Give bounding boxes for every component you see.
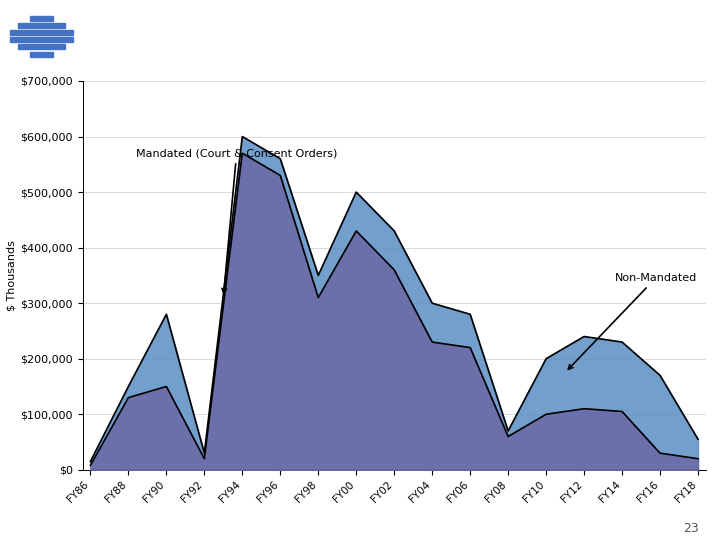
Bar (10, 30, 73, 35)
Bar (30, 16, 53, 21)
Text: Mandated (Court & Consent Orders): Mandated (Court & Consent Orders) (136, 148, 338, 293)
Bar (18, 23, 65, 28)
Bar (30, 52, 53, 57)
Bar (18, 44, 65, 50)
Y-axis label: $ Thousands: $ Thousands (6, 240, 17, 311)
Text: 23: 23 (683, 522, 698, 535)
Text: 80% Of Capital Spending Has Been Mandated: 80% Of Capital Spending Has Been Mandate… (104, 24, 639, 44)
Circle shape (6, 6, 76, 63)
Text: Non-Mandated: Non-Mandated (568, 273, 697, 369)
Bar (10, 37, 73, 42)
